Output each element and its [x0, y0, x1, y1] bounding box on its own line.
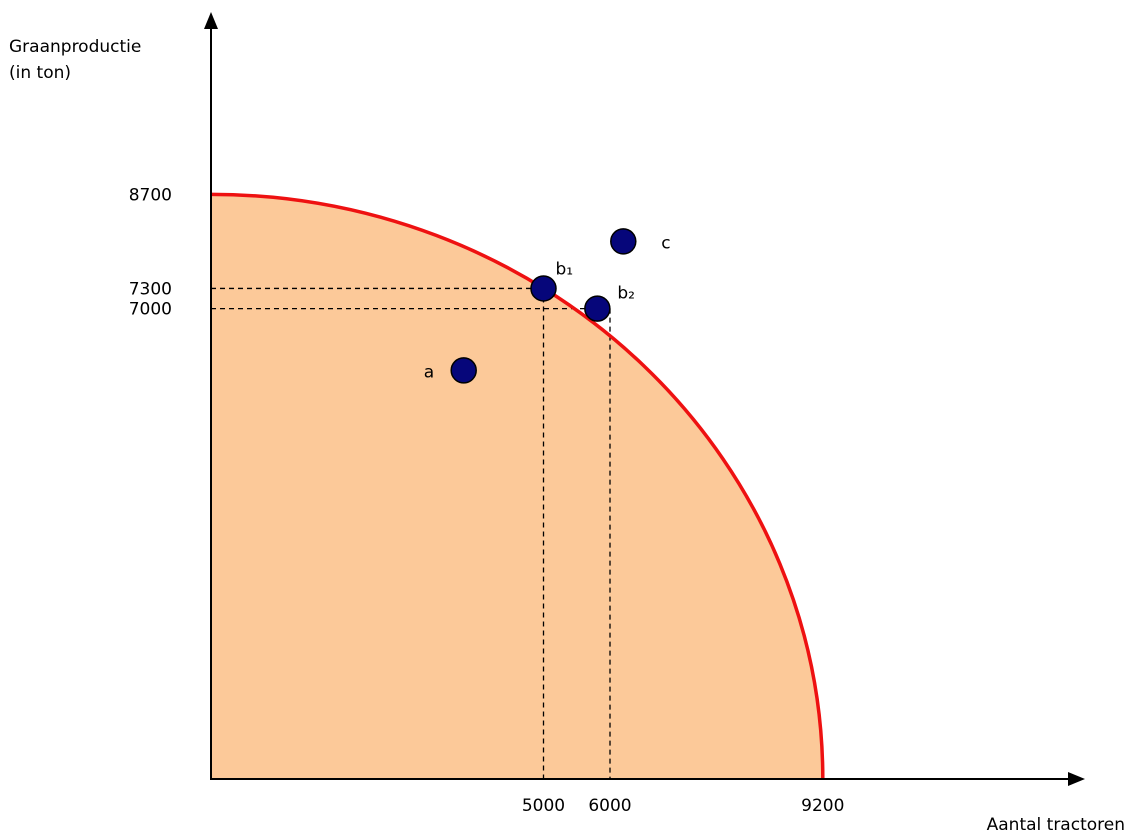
data-point-label: b₁: [556, 259, 574, 279]
frontier-curve: [210, 192, 825, 780]
data-point-label: a: [424, 362, 434, 382]
y-tick-label: 7300: [129, 279, 172, 299]
x-tick-label: 9200: [801, 796, 844, 816]
x-tick-label: 6000: [588, 796, 631, 816]
axes: [204, 12, 1085, 786]
data-point: [610, 228, 637, 255]
y-axis-label-line-1: Graanproductie: [9, 37, 141, 57]
y-axis-label-line-2: (in ton): [9, 63, 71, 83]
y-tick-label: 8700: [129, 185, 172, 205]
data-point-label: b₂: [617, 284, 635, 304]
feasible-region: [211, 194, 823, 780]
y-axis-arrow-icon: [204, 12, 218, 29]
data-point-label: c: [661, 233, 670, 253]
x-axis-arrow-icon: [1068, 772, 1085, 786]
x-tick-label: 5000: [522, 796, 565, 816]
data-point: [450, 357, 477, 384]
data-point: [584, 295, 611, 322]
data-point: [530, 275, 557, 302]
guide-lines: [211, 287, 611, 779]
y-tick-label: 7000: [129, 300, 172, 320]
x-axis-label: Aantal tractoren: [987, 815, 1125, 835]
data-points: a b₁ b₂ c: [424, 228, 671, 384]
